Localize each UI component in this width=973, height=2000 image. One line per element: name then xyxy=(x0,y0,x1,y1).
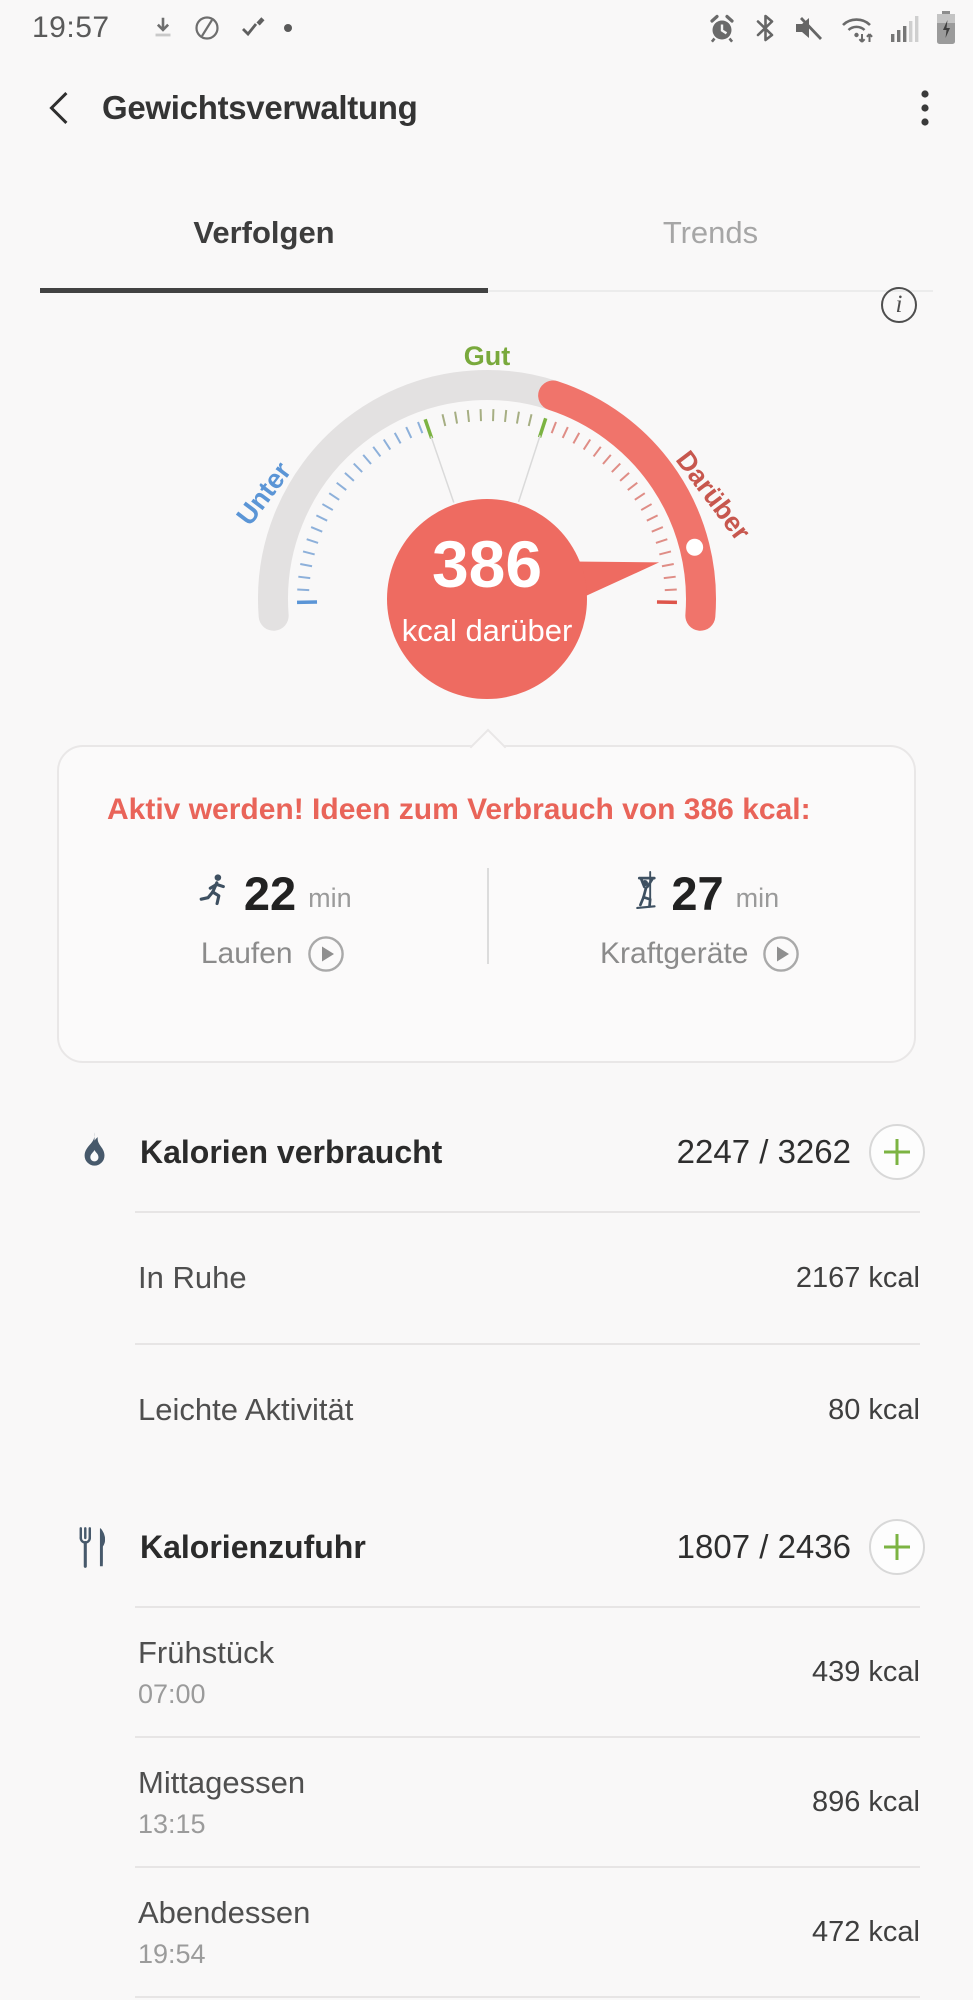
activity-label: Laufen xyxy=(200,937,293,970)
meal-value: 472 kcal xyxy=(811,1915,920,1948)
play-icon[interactable] xyxy=(762,935,800,973)
activity-kraftgeraete[interactable]: 27 min Kraftgeräte xyxy=(487,870,915,973)
section-value: 1807 / 2436 xyxy=(676,1528,851,1565)
runner-icon xyxy=(194,872,232,917)
gauge-value: 386 xyxy=(432,527,542,601)
meal-label: Abendessen xyxy=(138,1895,311,1930)
back-icon[interactable] xyxy=(44,86,72,130)
mute-icon xyxy=(792,13,824,43)
app-bar: Gewichtsverwaltung xyxy=(0,45,973,155)
tab-bar: Verfolgen Trends xyxy=(0,155,973,293)
suggestion-title: Aktiv werden! Ideen zum Verbrauch von 38… xyxy=(107,793,811,826)
row-value: 2167 kcal xyxy=(795,1261,920,1294)
signal-icon xyxy=(890,13,920,43)
meal-time: 13:15 xyxy=(138,1809,206,1839)
divider xyxy=(135,1606,920,1608)
calorie-balance-gauge: Gut Unter Darüber 386 kcal darüber xyxy=(231,341,757,699)
meal-label: Frühstück xyxy=(138,1635,275,1670)
section-title: Kalorien verbraucht xyxy=(140,1133,443,1170)
battery-charging-icon xyxy=(935,10,957,45)
divider xyxy=(135,1343,920,1345)
tab-track-line xyxy=(488,289,933,292)
row-fruehstueck[interactable]: Frühstück 07:00 439 kcal xyxy=(0,1608,973,1736)
status-bar: 19:57 xyxy=(0,0,973,45)
active-tab-underline xyxy=(40,288,488,293)
row-value: 80 kcal xyxy=(828,1393,920,1426)
row-in-ruhe: In Ruhe 2167 kcal xyxy=(0,1213,973,1343)
section-calorie-intake[interactable]: Kalorienzufuhr 1807 / 2436 xyxy=(0,1488,973,1606)
more-options-icon[interactable] xyxy=(919,88,931,128)
strength-icon xyxy=(621,870,659,917)
flame-icon xyxy=(72,1131,114,1173)
utensils-icon xyxy=(72,1526,114,1568)
info-row: i xyxy=(0,287,973,329)
download-icon xyxy=(149,14,177,42)
row-label: In Ruhe xyxy=(138,1260,247,1295)
gauge-value-bubble xyxy=(387,499,587,699)
alarm-icon xyxy=(706,12,738,44)
row-abendessen[interactable]: Abendessen 19:54 472 kcal xyxy=(0,1868,973,1996)
meal-time: 19:54 xyxy=(138,1939,206,1969)
row-label: Leichte Aktivität xyxy=(138,1392,354,1427)
meal-value: 896 kcal xyxy=(811,1785,920,1818)
divider xyxy=(135,1996,920,1998)
tab-trends[interactable]: Trends xyxy=(662,215,759,250)
play-icon[interactable] xyxy=(307,935,345,973)
notification-dot-icon xyxy=(282,22,294,34)
card-vertical-divider xyxy=(486,868,489,964)
gauge-zone-label-gut: Gut xyxy=(464,341,511,371)
tab-verfolgen[interactable]: Verfolgen xyxy=(193,215,335,250)
section-title: Kalorienzufuhr xyxy=(140,1528,366,1565)
meal-label: Mittagessen xyxy=(138,1765,306,1800)
wifi-arrows-icon xyxy=(839,12,875,44)
activity-laufen[interactable]: 22 min Laufen xyxy=(59,870,487,973)
divider xyxy=(135,1736,920,1738)
status-time: 19:57 xyxy=(32,10,110,44)
divider xyxy=(135,1866,920,1868)
card-notch xyxy=(469,728,507,766)
divider xyxy=(135,1211,920,1213)
meal-value: 439 kcal xyxy=(811,1655,920,1688)
activity-minutes: 27 xyxy=(671,867,724,920)
row-mittagessen[interactable]: Mittagessen 13:15 896 kcal xyxy=(0,1738,973,1866)
section-calories-burned[interactable]: Kalorien verbraucht 2247 / 3262 xyxy=(0,1093,973,1211)
activity-suggestion-card: Aktiv werden! Ideen zum Verbrauch von 38… xyxy=(57,728,916,1063)
meal-time: 07:00 xyxy=(138,1679,206,1709)
info-icon[interactable]: i xyxy=(881,287,917,323)
activity-unit: min xyxy=(308,883,352,913)
gauge-value-label: kcal darüber xyxy=(402,613,573,648)
section-value: 2247 / 3262 xyxy=(676,1133,851,1170)
data-saver-off-icon xyxy=(192,13,222,43)
pen-check-icon xyxy=(237,14,267,42)
add-exercise-button[interactable] xyxy=(869,1124,925,1180)
page-title: Gewichtsverwaltung xyxy=(102,89,418,126)
row-leichte-aktivitaet: Leichte Aktivität 80 kcal xyxy=(0,1345,973,1475)
add-food-button[interactable] xyxy=(869,1519,925,1575)
activity-minutes: 22 xyxy=(243,867,297,920)
activity-label: Kraftgeräte xyxy=(600,937,749,970)
activity-unit: min xyxy=(735,883,780,913)
bluetooth-icon xyxy=(753,12,777,44)
